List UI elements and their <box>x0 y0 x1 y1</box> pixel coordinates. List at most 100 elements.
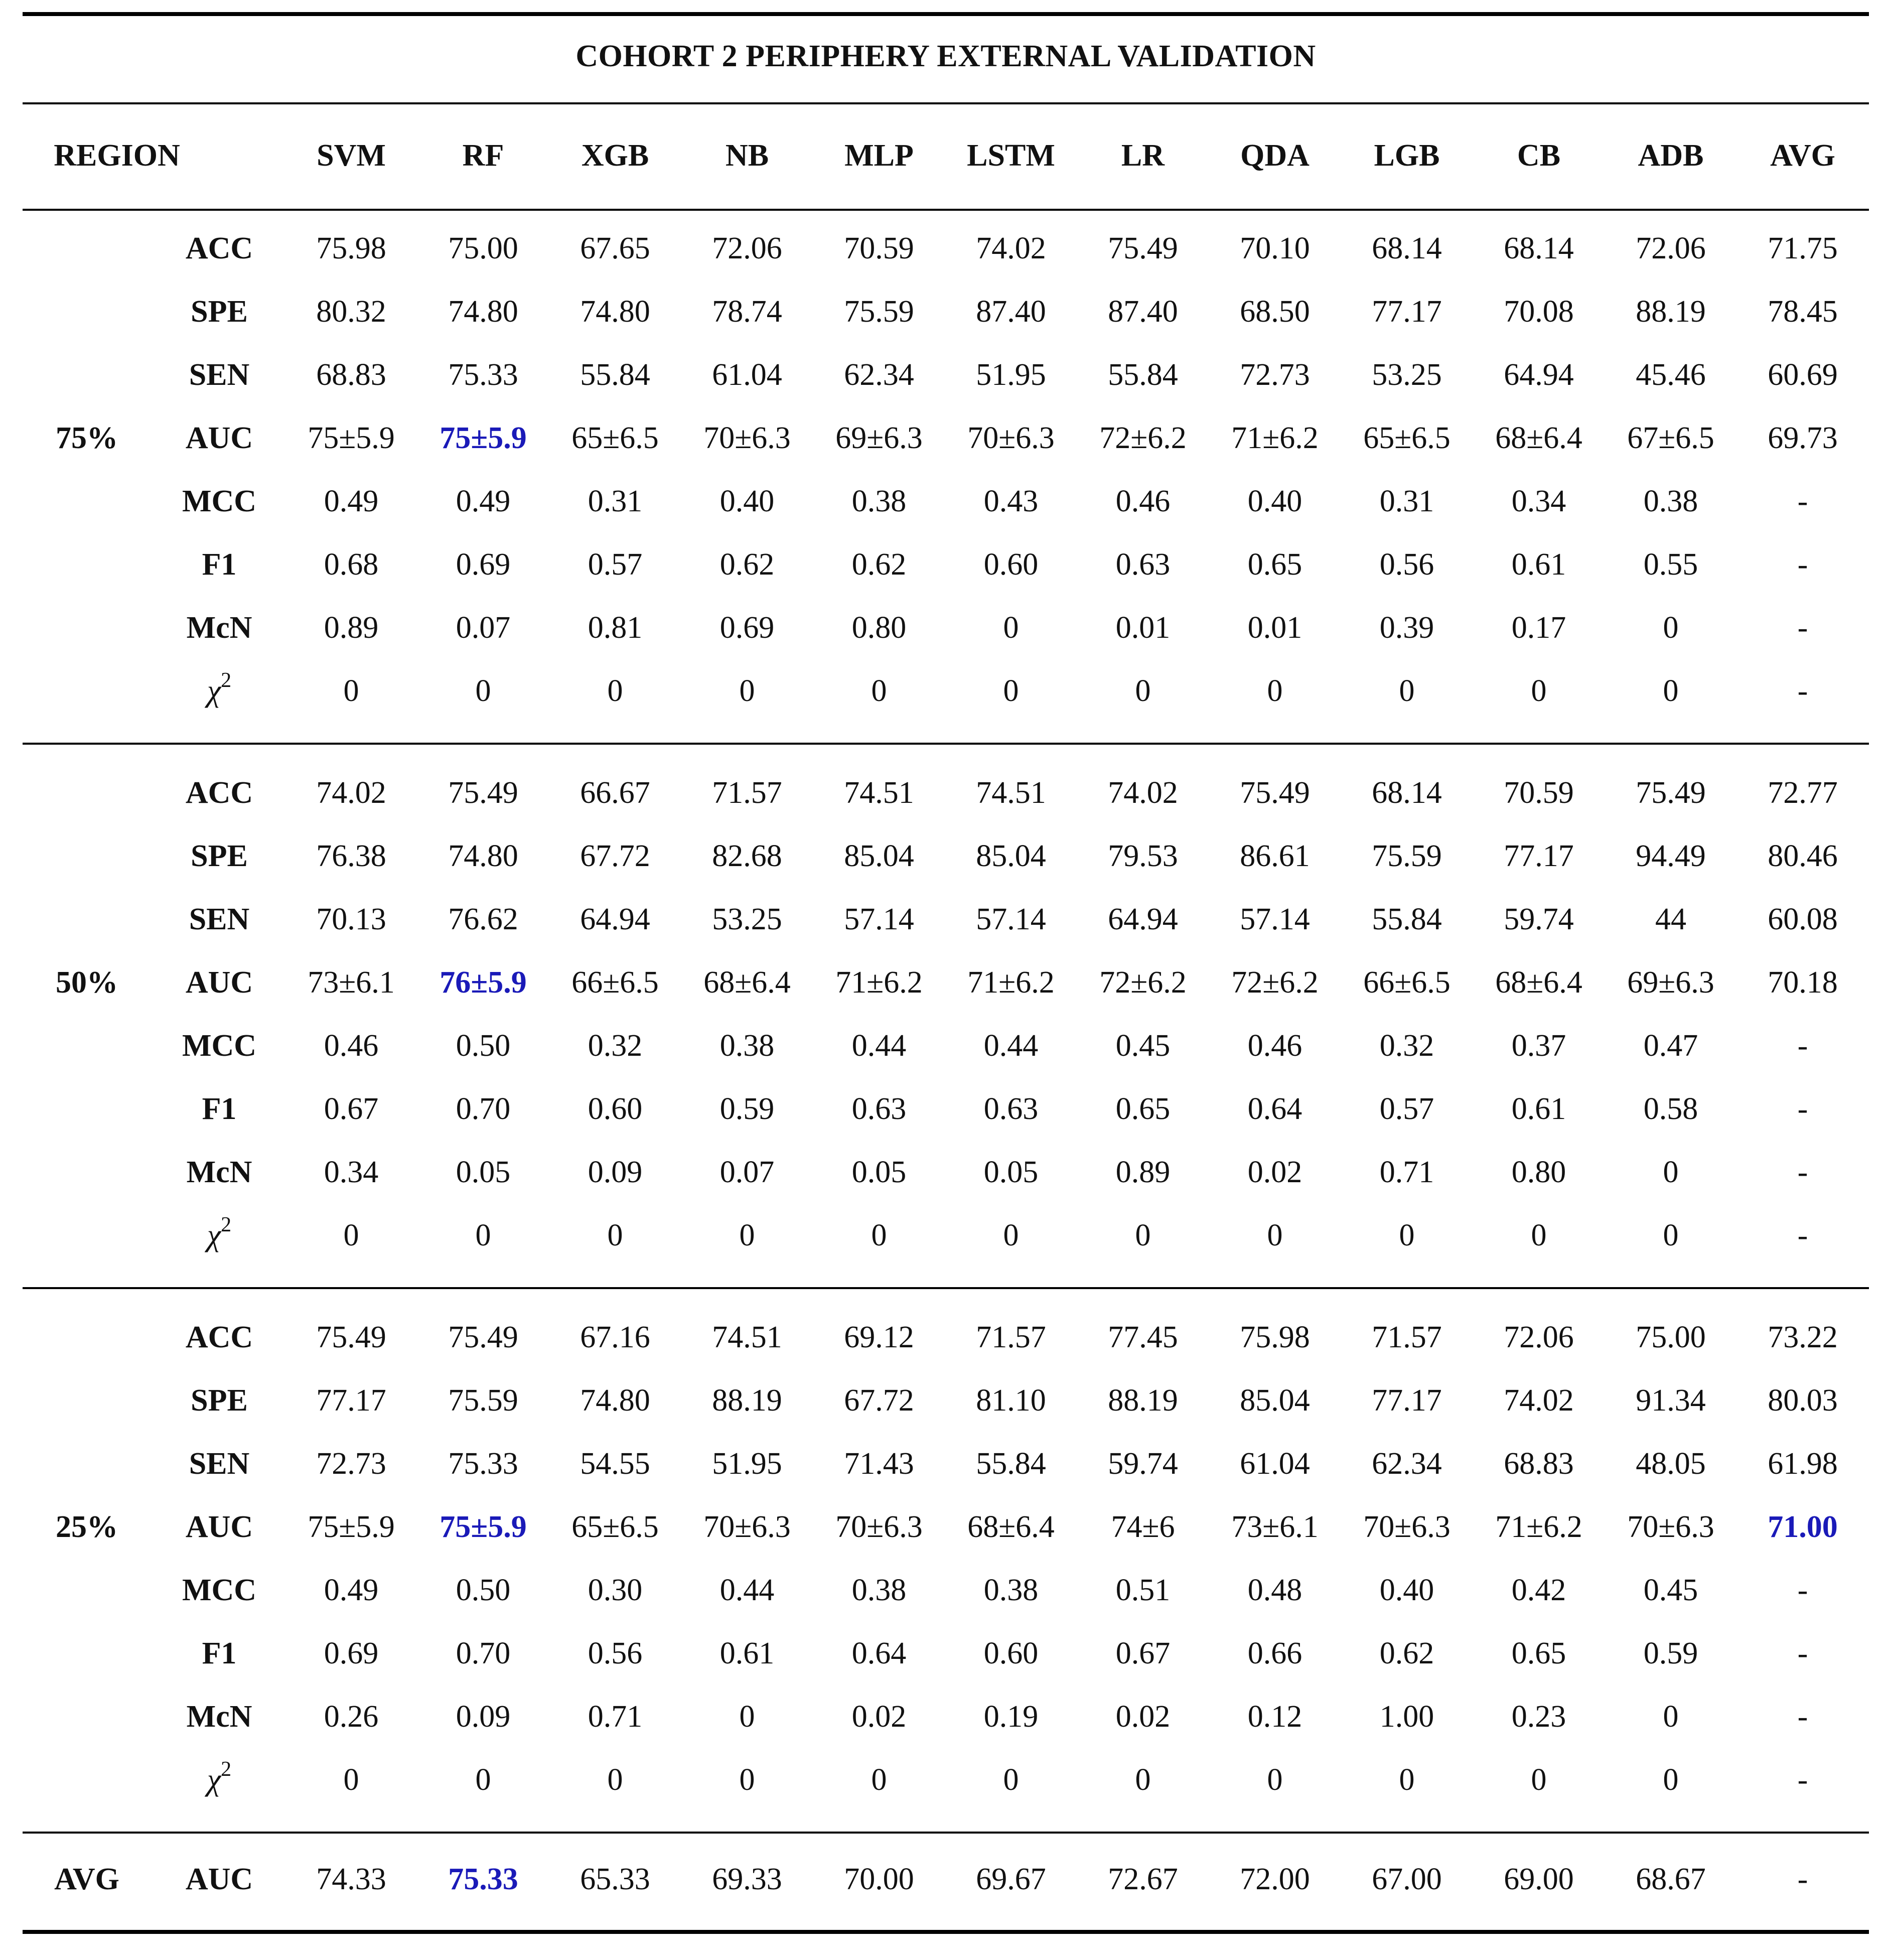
table-cell: - <box>1797 1573 1808 1607</box>
table-cell: 66.67 <box>580 776 650 810</box>
table-cell: 60.08 <box>1768 902 1838 936</box>
metric-label: McN <box>186 1155 252 1189</box>
table-cell: 0.59 <box>719 1092 775 1126</box>
table-cell: 71±6.2 <box>1231 421 1319 455</box>
group-rule <box>23 1287 1869 1289</box>
table-cell: 74.80 <box>580 295 650 329</box>
table-cell: 0.89 <box>1115 1155 1171 1189</box>
table-cell: 0.89 <box>324 611 379 645</box>
table-cell: 80.46 <box>1768 839 1838 873</box>
table-cell: 0 <box>343 674 359 708</box>
table-cell: 76.38 <box>316 839 386 873</box>
table-cell: 0.63 <box>983 1092 1039 1126</box>
metric-label: SPE <box>191 295 248 329</box>
header-lgb: LGB <box>1374 138 1440 173</box>
table-cell: 67.16 <box>580 1320 650 1354</box>
table-cell: 65±6.5 <box>571 421 659 455</box>
table-cell: 0.70 <box>456 1092 511 1126</box>
table-cell: 72.73 <box>316 1447 386 1481</box>
table-cell: 74.33 <box>316 1862 386 1896</box>
header-mlp: MLP <box>844 138 914 173</box>
table-cell: 0.09 <box>588 1155 643 1189</box>
table-cell: 68.67 <box>1636 1862 1706 1896</box>
header-rule <box>23 209 1869 211</box>
table-cell: 77.17 <box>316 1383 386 1418</box>
table-cell: 0.01 <box>1115 611 1171 645</box>
table-cell: 72.67 <box>1108 1862 1178 1896</box>
metric-label: SPE <box>191 839 248 873</box>
table-cell: 74.02 <box>316 776 386 810</box>
table-cell: 71.00 <box>1768 1510 1838 1544</box>
header-region: REGION <box>54 138 180 173</box>
table-cell: 55.84 <box>1108 358 1178 392</box>
table-cell: 0.80 <box>1511 1155 1566 1189</box>
table-cell: 0.37 <box>1511 1029 1566 1063</box>
table-cell: 0.05 <box>851 1155 907 1189</box>
table-cell: 0.71 <box>1379 1155 1434 1189</box>
table-cell: 0.65 <box>1115 1092 1171 1126</box>
table-cell: 0.45 <box>1115 1029 1171 1063</box>
table-cell: 66±6.5 <box>1363 965 1450 1000</box>
table-cell: 0 <box>1663 1700 1679 1734</box>
chi-symbol: χ <box>207 1218 221 1252</box>
table-cell: 71.75 <box>1768 231 1838 265</box>
table-cell: 0.26 <box>324 1700 379 1734</box>
table-cell: 85.04 <box>1240 1383 1310 1418</box>
table-cell: 69.67 <box>976 1862 1046 1896</box>
table-cell: 71±6.2 <box>1495 1510 1582 1544</box>
table-cell: 0.57 <box>588 547 643 582</box>
metric-label: SEN <box>189 358 250 392</box>
table-cell: 0.67 <box>324 1092 379 1126</box>
table-cell: 53.25 <box>1372 358 1442 392</box>
table-cell: 65±6.5 <box>1363 421 1450 455</box>
table-cell: 0.81 <box>588 611 643 645</box>
region-label: 50% <box>56 965 118 1000</box>
table-cell: 69.33 <box>712 1862 782 1896</box>
table-cell: 72±6.2 <box>1099 421 1187 455</box>
table-cell: 0.47 <box>1643 1029 1698 1063</box>
table-cell: 69±6.3 <box>1627 965 1714 1000</box>
table-cell: 0 <box>1003 1218 1019 1252</box>
table-cell: 0.59 <box>1643 1636 1698 1670</box>
table-cell: 69.12 <box>844 1320 914 1354</box>
table-cell: - <box>1797 1763 1808 1797</box>
header-avg: AVG <box>1770 138 1835 173</box>
table-cell: 70.08 <box>1504 295 1574 329</box>
table-cell: 74.02 <box>1504 1383 1574 1418</box>
table-cell: 71±6.2 <box>835 965 923 1000</box>
table-cell: 0 <box>607 1763 623 1797</box>
table-cell: 0.38 <box>851 1573 907 1607</box>
table-cell: 0 <box>475 674 491 708</box>
table-cell: 55.84 <box>976 1447 1046 1481</box>
table-cell: 0.46 <box>1247 1029 1302 1063</box>
metric-label: AUC <box>185 421 253 455</box>
table-cell: 68.83 <box>1504 1447 1574 1481</box>
table-cell: 0 <box>475 1218 491 1252</box>
table-cell: 0 <box>871 1763 887 1797</box>
table-cell: 75.98 <box>316 231 386 265</box>
metric-label: AUC <box>185 1862 253 1896</box>
table-title: COHORT 2 PERIPHERY EXTERNAL VALIDATION <box>575 39 1316 73</box>
table-cell: 0.40 <box>1247 484 1302 518</box>
table-cell: 74.80 <box>448 839 518 873</box>
table-cell: 0.44 <box>719 1573 775 1607</box>
table-cell: 77.17 <box>1372 1383 1442 1418</box>
table-cell: 74.02 <box>1108 776 1178 810</box>
table-cell: 0.32 <box>588 1029 643 1063</box>
table-cell: 75.00 <box>448 231 518 265</box>
table-cell: 0.60 <box>983 1636 1039 1670</box>
table-cell: 76±5.9 <box>440 965 527 1000</box>
table-cell: 65.33 <box>580 1862 650 1896</box>
table-cell: 0.31 <box>588 484 643 518</box>
table-cell: 70.18 <box>1768 965 1838 1000</box>
metric-label: AUC <box>185 965 253 1000</box>
header-lstm: LSTM <box>967 138 1055 173</box>
table-cell: 68±6.4 <box>1495 421 1582 455</box>
table-cell: 70±6.3 <box>835 1510 923 1544</box>
chi-symbol: χ <box>207 674 221 708</box>
metric-label: ACC <box>185 231 253 265</box>
table-cell: 0 <box>1663 1155 1679 1189</box>
table-cell: 0.05 <box>456 1155 511 1189</box>
table-cell: - <box>1797 1029 1808 1063</box>
table-cell: 0 <box>1267 1218 1283 1252</box>
